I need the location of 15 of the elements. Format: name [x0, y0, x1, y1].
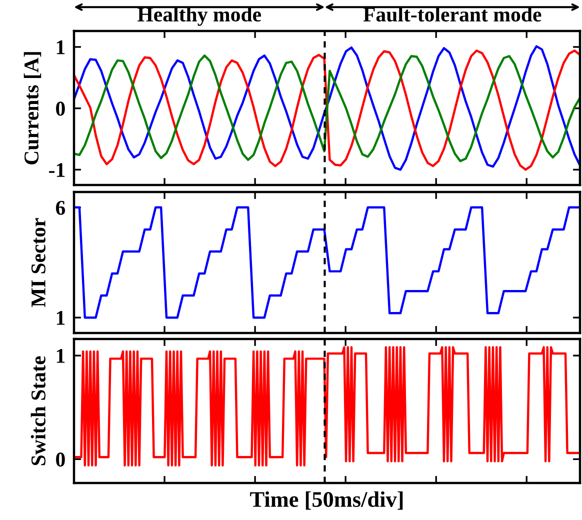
line-series: [74, 346, 580, 466]
y-tick-label: 0: [56, 102, 65, 116]
y-axis-title: Switch State: [30, 356, 46, 466]
y-tick-label: 1: [56, 311, 65, 325]
line-series: [74, 206, 580, 319]
y-axis-title: MI Sector: [31, 218, 46, 307]
y-tick-label: 6: [56, 200, 66, 215]
text: Healthy mode: [138, 6, 262, 26]
x-axis-title: Time [50ms/div]: [250, 491, 403, 510]
y-tick-label: 1: [56, 349, 65, 363]
y-tick-label: -1: [49, 163, 65, 177]
y-axis-title: Currents [A]: [24, 52, 42, 164]
y-tick-label: 0: [56, 452, 65, 467]
text: Fault-tolerant mode: [363, 6, 542, 22]
y-tick-label: 1: [56, 40, 65, 54]
